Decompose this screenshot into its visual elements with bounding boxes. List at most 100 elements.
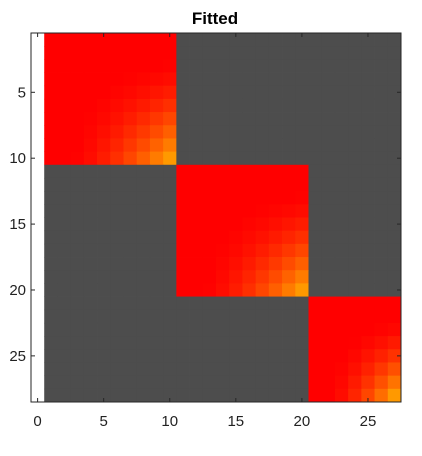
heatmap-cell	[97, 362, 111, 377]
heatmap-cell	[268, 98, 283, 113]
heatmap-cell	[334, 46, 349, 60]
heatmap-cell	[334, 138, 349, 153]
heatmap-cell	[110, 336, 124, 350]
heatmap-cell	[374, 191, 389, 205]
heatmap-cell	[97, 125, 111, 139]
heatmap-cell	[136, 336, 151, 350]
heatmap-cell	[348, 230, 362, 245]
heatmap-cell	[57, 296, 72, 311]
heatmap-cell	[242, 283, 257, 297]
heatmap-cell	[216, 59, 230, 73]
heatmap-cell	[268, 230, 283, 245]
heatmap-cell	[110, 46, 124, 60]
heatmap-cell	[374, 283, 389, 297]
heatmap-cell	[110, 164, 124, 179]
heatmap-cell	[136, 296, 151, 311]
heatmap-cell	[189, 257, 204, 271]
heatmap-cell	[123, 204, 138, 218]
heatmap-cell	[97, 283, 111, 297]
heatmap-cell	[255, 164, 270, 179]
heatmap-cell	[321, 125, 336, 139]
heatmap-cell	[268, 257, 283, 271]
heatmap-cell	[321, 177, 336, 192]
heatmap-cell	[70, 336, 85, 350]
heatmap-cell	[149, 33, 164, 47]
heatmap-cell	[163, 72, 177, 87]
heatmap-cell	[268, 243, 283, 258]
heatmap-cell	[216, 125, 230, 139]
heatmap-cell	[374, 309, 389, 324]
heatmap-cell	[242, 243, 257, 258]
heatmap-cell	[176, 138, 190, 153]
heatmap-cell	[163, 375, 177, 390]
heatmap-cell	[229, 362, 243, 377]
y-tick-label: 25	[9, 348, 26, 365]
heatmap-cell	[83, 177, 98, 192]
heatmap-cell	[163, 322, 177, 337]
heatmap-cell	[242, 336, 257, 350]
heatmap-cell	[242, 204, 257, 218]
heatmap-cell	[282, 217, 296, 232]
heatmap-cell	[176, 125, 190, 139]
heatmap-cell	[97, 204, 111, 218]
heatmap-cell	[374, 217, 389, 232]
heatmap-cell	[334, 217, 349, 232]
heatmap-cell	[202, 388, 217, 403]
heatmap-cell	[242, 296, 257, 311]
heatmap-cell	[348, 98, 362, 113]
heatmap-cell	[110, 296, 124, 311]
heatmap-cell	[176, 59, 190, 73]
x-tick-label: 5	[100, 413, 108, 430]
heatmap-cell	[348, 151, 362, 166]
heatmap-cell	[295, 138, 309, 153]
heatmap-cell	[216, 257, 230, 271]
heatmap-cell	[110, 362, 124, 377]
heatmap-cell	[321, 112, 336, 126]
heatmap-cell	[123, 85, 138, 100]
y-tick-label: 5	[18, 84, 26, 101]
heatmap-cell	[189, 98, 204, 113]
heatmap-cell	[229, 191, 243, 205]
heatmap-cell	[70, 46, 85, 60]
heatmap-cell	[374, 375, 389, 390]
heatmap-cell	[123, 309, 138, 324]
heatmap-cell	[202, 243, 217, 258]
x-tick-label: 15	[227, 413, 244, 430]
heatmap-cell	[255, 59, 270, 73]
heatmap-cell	[163, 164, 177, 179]
heatmap-cell	[57, 309, 72, 324]
heatmap-cell	[295, 112, 309, 126]
heatmap-cell	[361, 72, 375, 87]
heatmap-cell	[282, 296, 296, 311]
heatmap-cell	[136, 243, 151, 258]
heatmap-cell	[70, 33, 85, 47]
heatmap-cell	[387, 204, 402, 218]
heatmap-cell	[308, 283, 323, 297]
heatmap-cell	[242, 191, 257, 205]
heatmap-cell	[374, 72, 389, 87]
heatmap-cell	[374, 98, 389, 113]
heatmap-cell	[268, 204, 283, 218]
heatmap-cell	[176, 177, 190, 192]
heatmap-cell	[202, 164, 217, 179]
heatmap-cell	[149, 243, 164, 258]
heatmap-cell	[163, 138, 177, 153]
heatmap-cell	[83, 59, 98, 73]
heatmap-cell	[202, 257, 217, 271]
heatmap-cell	[149, 59, 164, 73]
heatmap-cell	[334, 125, 349, 139]
heatmap-cell	[110, 283, 124, 297]
heatmap-cell	[334, 177, 349, 192]
chart-title: Fitted	[192, 9, 238, 28]
heatmap-cell	[44, 72, 58, 87]
heatmap-cell	[387, 283, 402, 297]
heatmap-cell	[308, 138, 323, 153]
heatmap-cell	[44, 296, 58, 311]
heatmap-cell	[268, 33, 283, 47]
heatmap-cell	[242, 309, 257, 324]
axis-ticks: 0 5 10 15 20 25 5 10 15 20 25	[9, 33, 401, 430]
heatmap-cell	[361, 296, 375, 311]
heatmap-cell	[136, 46, 151, 60]
heatmap-cell	[216, 336, 230, 350]
heatmap-cell	[44, 151, 58, 166]
